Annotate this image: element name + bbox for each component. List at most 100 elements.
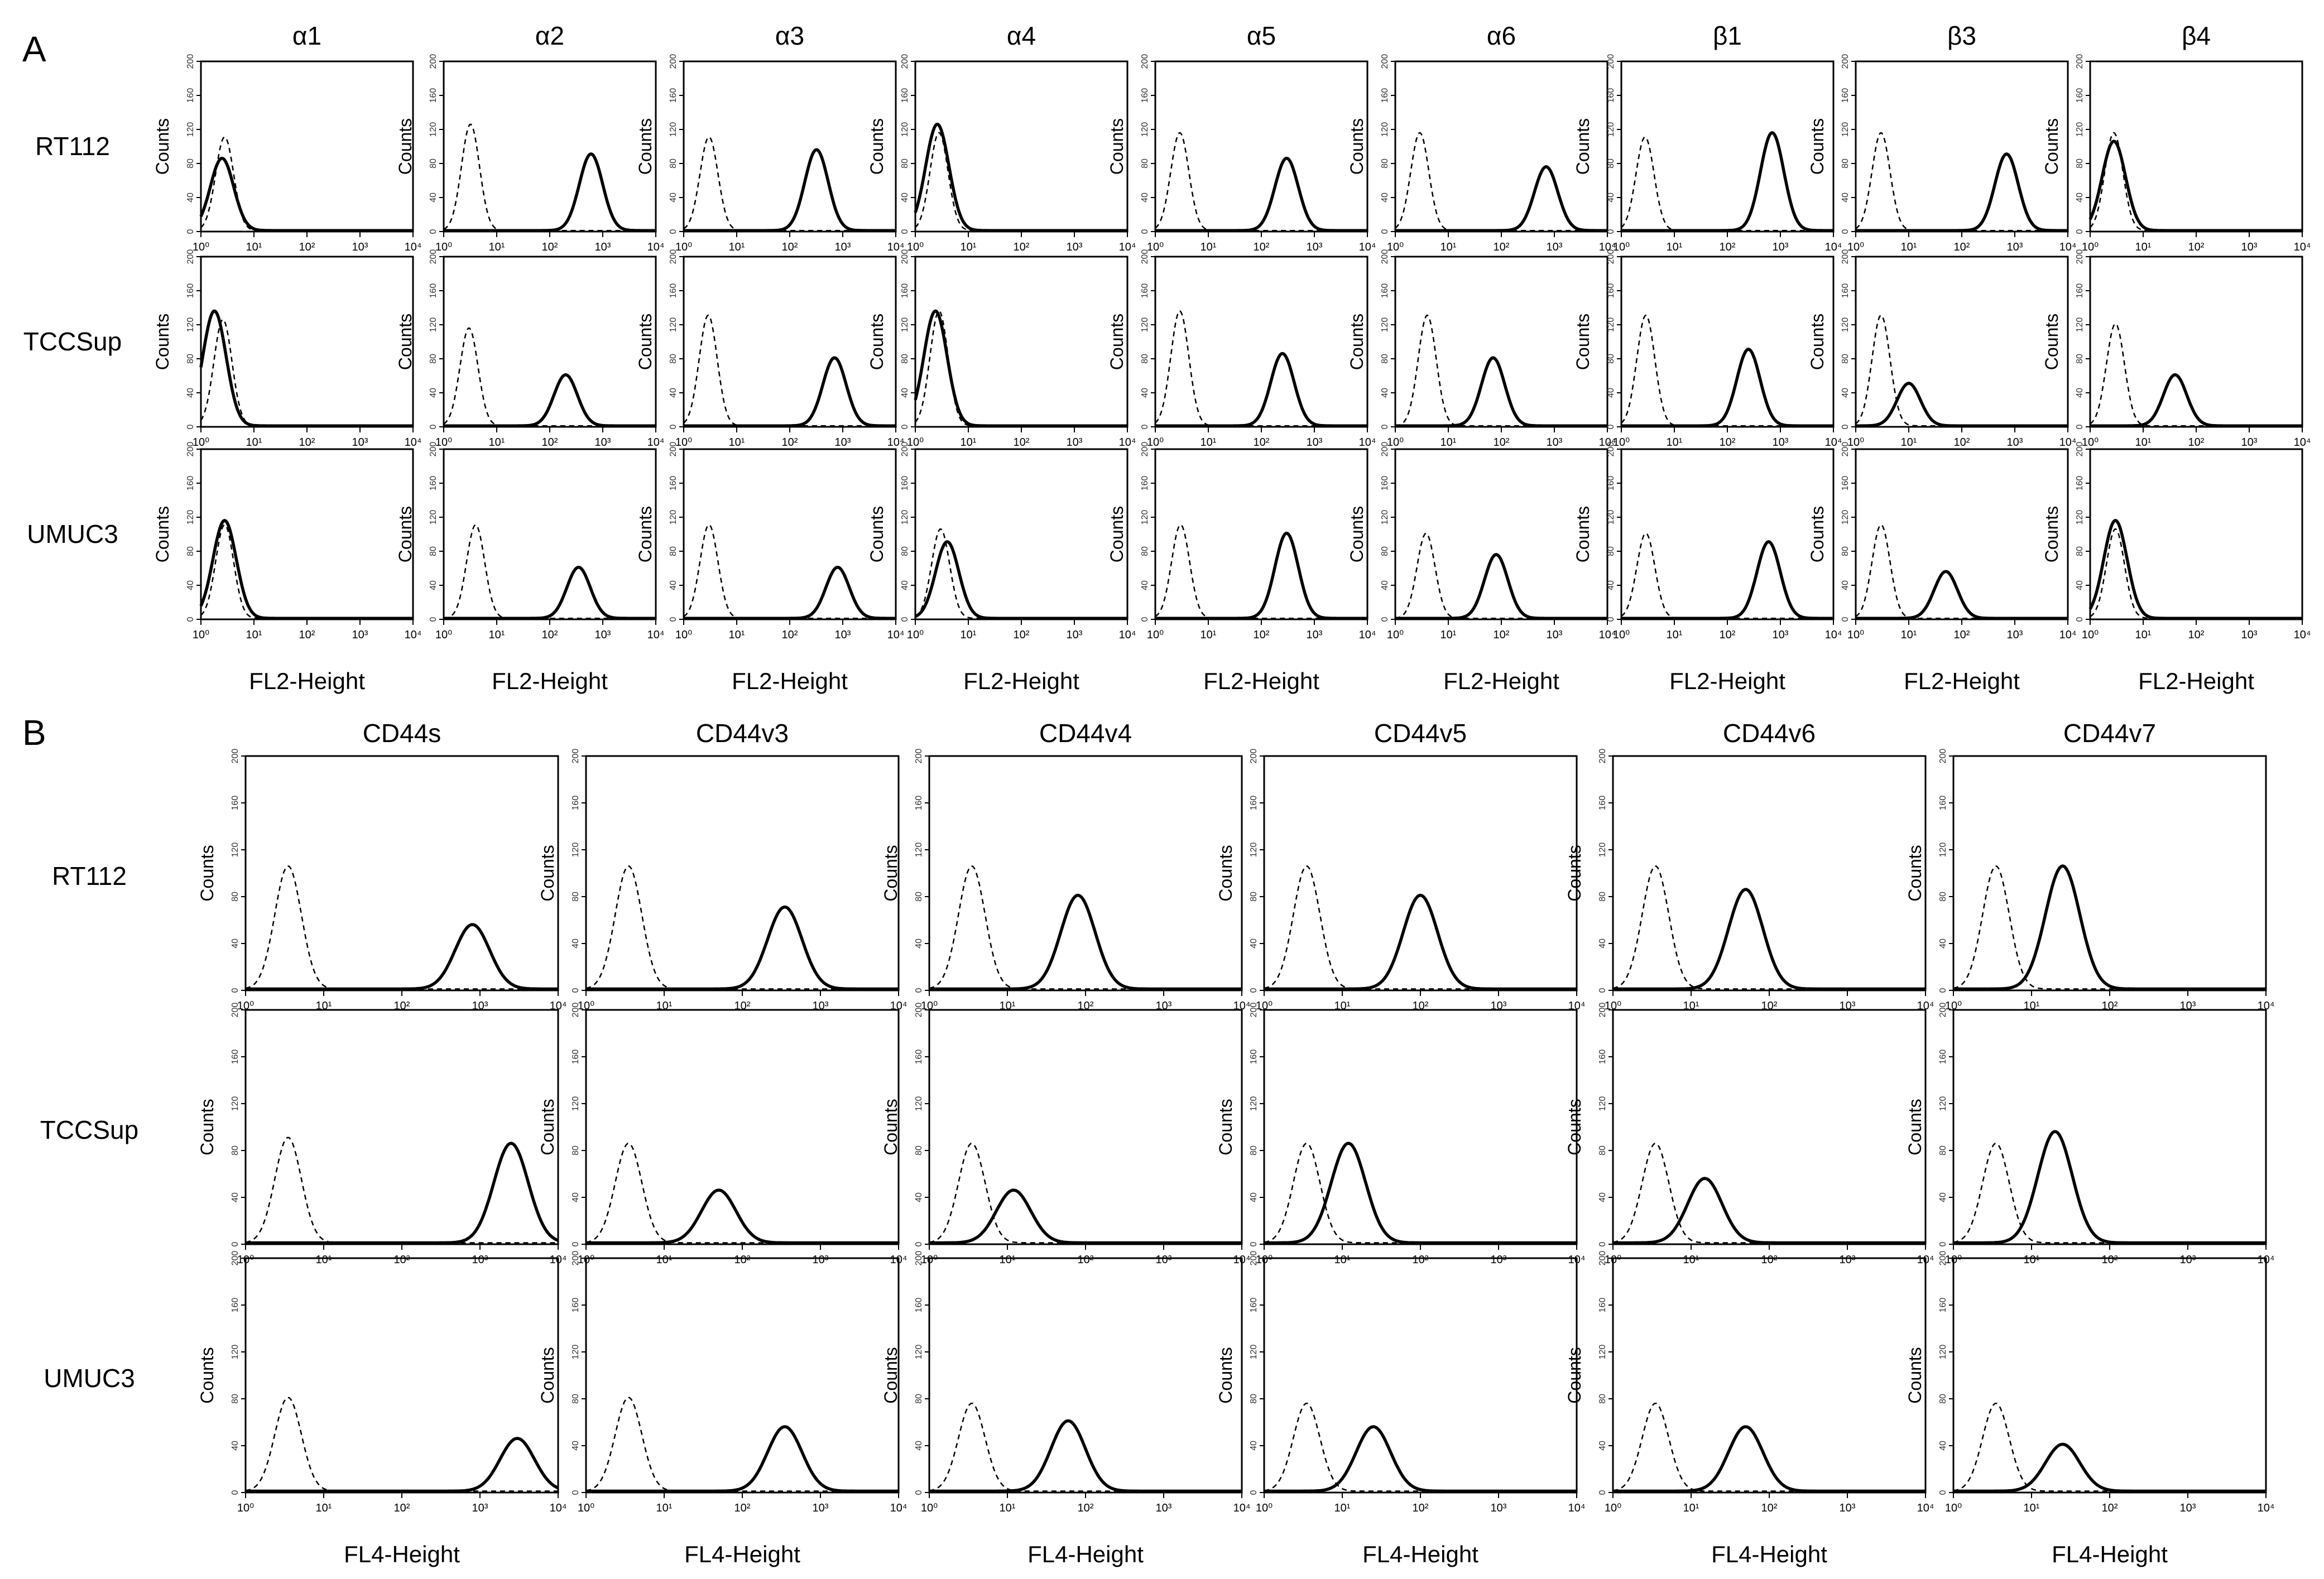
x-tick-label: 10¹ — [1683, 1254, 1699, 1266]
y-tick-label: 40 — [571, 1192, 580, 1202]
histogram-rt112-2: Counts 0 40 80 120 160 200 10⁰ 10¹ 10² 10³ 10⁴ — [635, 54, 904, 253]
y-tick-label: 160 — [186, 476, 195, 491]
y-tick-label: 120 — [914, 843, 924, 858]
x-axis-label: FL2-Height — [492, 668, 608, 694]
y-tick-label: 160 — [429, 476, 438, 491]
x-tick-label: 10¹ — [2024, 1254, 2040, 1266]
stained-sample-curve — [1155, 532, 1368, 620]
x-tick-label: 10³ — [472, 1254, 488, 1266]
x-tick-label: 10⁰ — [675, 241, 692, 253]
y-tick-label: 80 — [1598, 1394, 1607, 1404]
y-tick-label: 200 — [900, 249, 910, 264]
y-tick-label: 160 — [1380, 283, 1390, 299]
y-tick-label: 160 — [1938, 1298, 1948, 1313]
isotype-control-curve — [443, 327, 656, 427]
y-tick-label: 120 — [231, 1345, 240, 1360]
stained-sample-curve — [1395, 356, 1608, 427]
y-axis-label: Counts — [395, 314, 415, 370]
isotype-control-curve — [443, 123, 656, 232]
x-tick-label: 10⁰ — [1605, 1502, 1621, 1514]
x-tick-label: 10² — [542, 629, 558, 641]
y-tick-label: 160 — [571, 796, 580, 811]
x-tick-label: 10³ — [352, 629, 368, 641]
y-axis-label: Counts — [395, 506, 415, 562]
y-axis-label: Counts — [881, 845, 901, 901]
stained-sample-curve — [199, 309, 414, 427]
x-tick-label: 10³ — [1067, 436, 1083, 449]
stained-sample-curve — [929, 1419, 1242, 1493]
x-tick-label: 10¹ — [1201, 436, 1217, 449]
x-tick-label: 10⁴ — [1568, 1502, 1586, 1514]
plot-frame — [443, 60, 657, 233]
plot-frame — [585, 1257, 900, 1494]
isotype-control-curve — [683, 524, 896, 619]
y-tick-label: 200 — [1249, 749, 1259, 764]
x-tick-label: 10⁴ — [550, 1502, 567, 1514]
y-tick-label: 120 — [231, 843, 240, 858]
y-tick-label: 160 — [186, 88, 195, 103]
y-tick-label: 160 — [900, 88, 910, 103]
y-tick-label: 0 — [1841, 229, 1850, 234]
y-tick-label: 200 — [914, 1251, 924, 1266]
x-tick-label: 10⁰ — [193, 436, 209, 449]
x-tick-label: 10⁰ — [1147, 629, 1164, 641]
y-axis-label: Counts — [1564, 1347, 1584, 1403]
x-tick-label: 10² — [1954, 241, 1970, 253]
y-tick-label: 160 — [669, 476, 678, 491]
isotype-control-curve — [915, 310, 1127, 427]
y-tick-label: 80 — [1249, 1145, 1259, 1156]
x-tick-label: 10³ — [1307, 241, 1323, 253]
y-axis-label: Counts — [881, 1347, 901, 1403]
x-tick-label: 10¹ — [1667, 241, 1683, 253]
x-tick-label: 10⁰ — [1613, 241, 1630, 253]
stained-sample-curve — [1621, 540, 1834, 620]
isotype-control-curve — [683, 314, 896, 427]
y-tick-label: 0 — [1380, 617, 1390, 622]
y-tick-label: 120 — [429, 317, 438, 333]
x-tick-label: 10⁰ — [907, 241, 924, 253]
y-tick-label: 40 — [1938, 938, 1948, 949]
y-axis-label: Counts — [1564, 1099, 1584, 1155]
plot-frame — [1855, 448, 2069, 620]
x-tick-label: 10² — [1720, 629, 1736, 641]
plot-frame — [1855, 256, 2069, 428]
x-tick-label: 10² — [782, 436, 798, 449]
histogram-umuc3-5: Counts 0 40 80 120 160 200 10⁰ 10¹ 10² 10³ 10⁴ — [1347, 442, 1616, 641]
x-tick-label: 10⁴ — [1359, 629, 1376, 641]
x-tick-label: 10² — [1494, 241, 1510, 253]
x-tick-label: 10² — [299, 436, 315, 449]
y-tick-label: 80 — [1380, 354, 1390, 364]
y-tick-label: 0 — [571, 1241, 580, 1246]
x-tick-label: 10² — [1761, 1502, 1778, 1514]
y-tick-label: 160 — [1249, 1050, 1259, 1065]
x-tick-label: 10⁰ — [193, 241, 209, 253]
y-tick-label: 200 — [1140, 442, 1150, 457]
x-tick-label: 10⁰ — [435, 241, 452, 253]
y-axis-label: Counts — [197, 1099, 217, 1155]
stained-sample-curve — [1855, 382, 2068, 427]
y-tick-label: 40 — [900, 192, 910, 203]
stained-sample-curve — [246, 923, 558, 991]
x-tick-label: 10¹ — [489, 436, 505, 449]
isotype-control-curve — [1395, 132, 1607, 232]
y-tick-label: 80 — [900, 158, 910, 169]
x-tick-label: 10⁴ — [1233, 1502, 1251, 1514]
x-tick-label: 10³ — [1547, 436, 1563, 449]
y-tick-label: 0 — [900, 424, 910, 429]
x-tick-label: 10⁰ — [1147, 436, 1164, 449]
y-tick-label: 160 — [1598, 796, 1607, 811]
stained-sample-curve — [683, 148, 896, 232]
stained-sample-curve — [199, 519, 414, 620]
x-tick-label: 10¹ — [2135, 436, 2152, 449]
plot-frame — [200, 256, 414, 428]
column-header: β4 — [2182, 21, 2211, 50]
x-tick-label: 10¹ — [1441, 436, 1457, 449]
x-tick-label: 10⁴ — [647, 629, 665, 641]
y-tick-label: 80 — [1938, 1145, 1948, 1156]
x-axis-label: FL4-Height — [2052, 1541, 2168, 1567]
x-tick-label: 10¹ — [1334, 1502, 1351, 1514]
plot-frame — [200, 60, 414, 233]
